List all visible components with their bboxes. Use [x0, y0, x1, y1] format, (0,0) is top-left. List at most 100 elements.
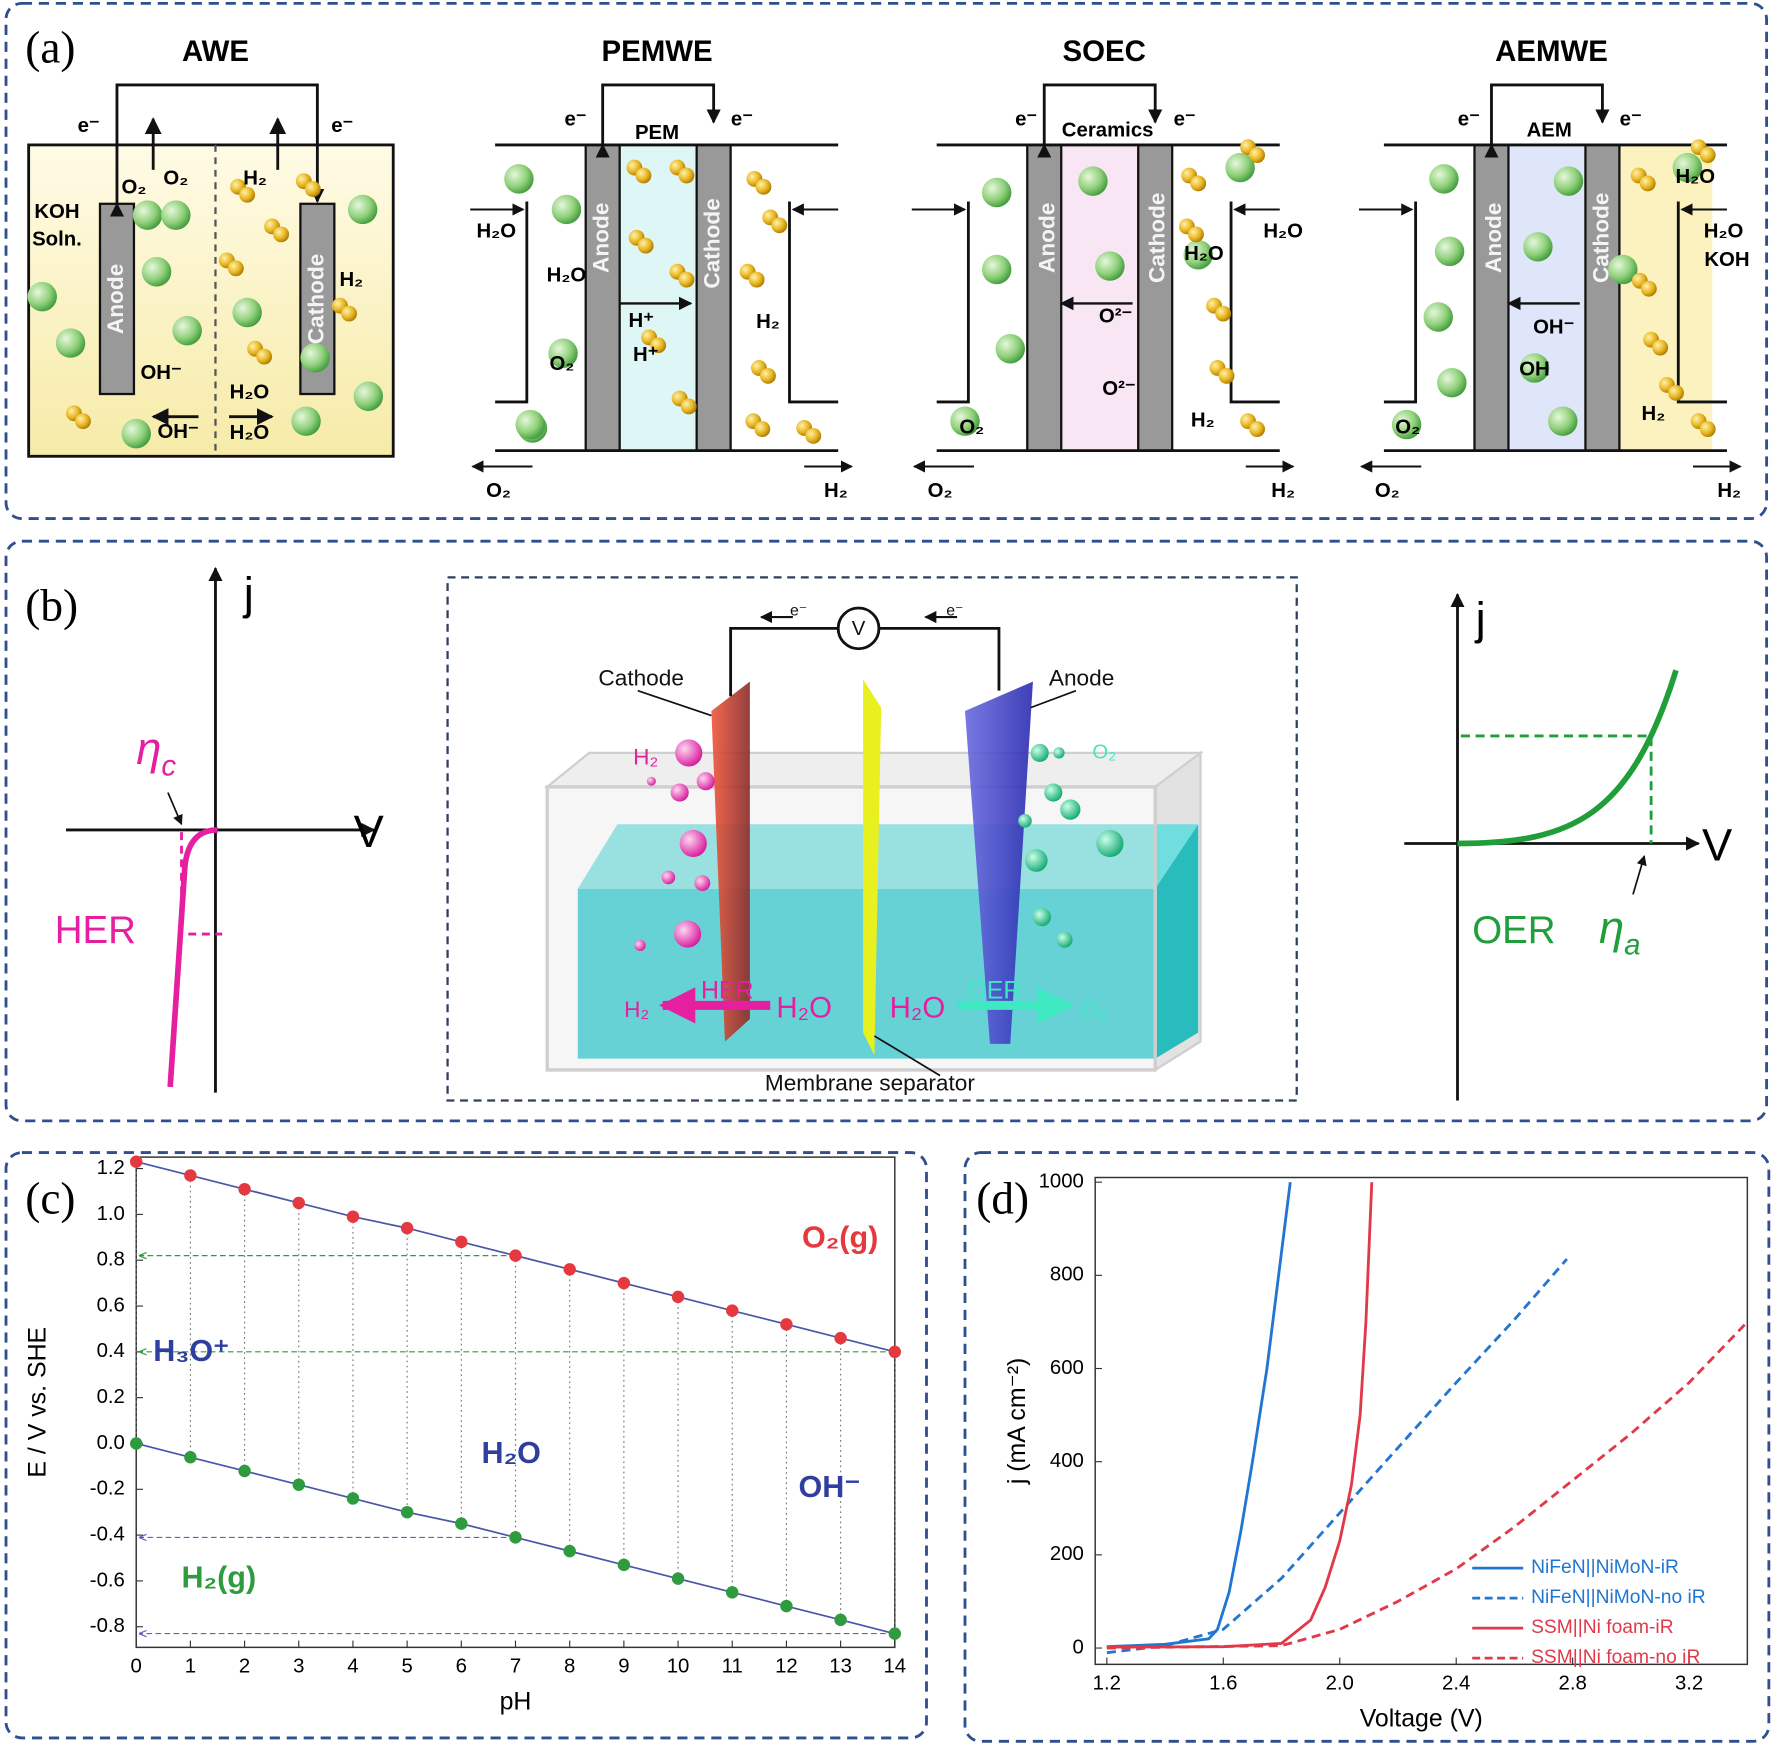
- annotation: H₂(g): [182, 1560, 257, 1594]
- cell-text: KOH: [1704, 249, 1749, 271]
- chart: 0 200 400 600 800 1000 1.2 1.6 2.0 2.4 2.8 3.2 Volta…: [976, 1171, 1749, 1733]
- bubbles: [634, 739, 1124, 952]
- charts: -0.8-0.6-0.4-0.20.00.20.40.60.81.01.20 1 2…: [24, 1155, 1749, 1733]
- bubble: [1096, 829, 1124, 858]
- cell-text: H₂O: [547, 265, 587, 287]
- marker: [563, 1544, 576, 1558]
- cell-text: H⁺: [633, 344, 658, 366]
- panel-label: (c): [25, 1174, 75, 1224]
- cell-text: Cathode: [1145, 193, 1170, 283]
- cell-text: e⁻: [1620, 108, 1642, 130]
- bubble: [678, 167, 695, 184]
- cell-text: e⁻: [1458, 108, 1480, 130]
- cell-text: H₂: [624, 997, 649, 1022]
- x-axis-label: pH: [500, 1688, 532, 1716]
- bubble: [694, 875, 711, 892]
- cell-text: Ceramics: [1062, 120, 1154, 142]
- series-line: [1106, 1320, 1749, 1650]
- bubble: [634, 939, 646, 952]
- marker: [184, 1450, 197, 1464]
- bubble: [1215, 305, 1232, 322]
- cell-text: e⁻: [1015, 108, 1037, 130]
- cell-text: O₂: [486, 480, 511, 502]
- panel-frame: [963, 1151, 1771, 1743]
- x-tick-label: 1.6: [1209, 1672, 1237, 1694]
- cell-text: H₂: [1271, 480, 1295, 502]
- axis-label: j: [242, 568, 254, 619]
- y-tick-label: 0.8: [97, 1249, 125, 1271]
- x-tick-label: 14: [883, 1655, 906, 1677]
- cell-text: H₂: [633, 745, 658, 770]
- bubble: [661, 870, 676, 885]
- her-label: HER: [55, 909, 136, 952]
- y-tick-label: 1000: [1039, 1171, 1084, 1193]
- bubble: [132, 200, 163, 230]
- cell-text: e⁻: [731, 108, 753, 130]
- cell-title: PEMWE: [601, 35, 712, 68]
- bubble: [674, 920, 702, 948]
- bubble: [1225, 152, 1255, 183]
- wire: [595, 83, 721, 158]
- marker: [346, 1210, 360, 1223]
- oer-curve: [1457, 669, 1679, 847]
- eta-sub: c: [161, 750, 176, 783]
- electrolyzer: Cathode Anode H₂ O₂ HER H₂ H₂O H₂O OER O₂ Membrane…: [544, 603, 1204, 1096]
- inner-frame: [446, 576, 1298, 1102]
- x-tick-label: 6: [456, 1655, 467, 1677]
- x-tick-label: 8: [564, 1655, 575, 1677]
- marker: [888, 1345, 902, 1359]
- panel-frame: [4, 539, 1769, 1123]
- bubble: [504, 164, 534, 194]
- y-tick-label: -0.8: [90, 1615, 125, 1637]
- cell-text: H₂O: [230, 381, 270, 403]
- marker: [780, 1318, 793, 1331]
- bubble: [1032, 908, 1052, 927]
- cell-text: e⁻: [946, 603, 963, 620]
- legend-label: SSM||Ni foam-iR: [1531, 1617, 1674, 1638]
- bubble: [748, 271, 765, 288]
- eta: ηc: [136, 723, 176, 782]
- cell-text: H₂O: [776, 992, 832, 1025]
- bubble: [981, 177, 1012, 208]
- arrow: [167, 792, 183, 826]
- wall: [495, 201, 529, 404]
- bubble: [304, 181, 321, 198]
- y-tick-label: 1.2: [97, 1157, 125, 1179]
- cell-text: Cathode: [598, 665, 684, 690]
- bubble: [1018, 814, 1032, 828]
- bubble: [1188, 226, 1204, 243]
- series-line: [1106, 1181, 1292, 1649]
- y-tick-label: -0.6: [90, 1569, 125, 1591]
- bubble: [771, 217, 788, 234]
- bubble: [1699, 147, 1716, 164]
- bubble: [675, 739, 703, 767]
- annotation: H₃O⁺: [153, 1334, 229, 1368]
- bubble: [635, 167, 652, 184]
- electrode: [695, 143, 732, 452]
- marker: [292, 1478, 305, 1491]
- leader: [1030, 689, 1077, 709]
- cell-text: O²⁻: [1099, 305, 1132, 327]
- cell-text: OER: [967, 976, 1021, 1004]
- bubble: [1060, 799, 1081, 820]
- x-tick-label: 2.4: [1442, 1672, 1470, 1694]
- marker: [563, 1263, 576, 1276]
- bubble: [760, 367, 776, 384]
- bubble: [1519, 353, 1550, 383]
- bubble: [1024, 849, 1048, 872]
- marker: [400, 1221, 414, 1235]
- cell-text: Anode: [1049, 665, 1114, 690]
- x-tick-label: 2.0: [1326, 1672, 1354, 1694]
- panel-label: (d): [976, 1174, 1029, 1224]
- bubble: [805, 427, 822, 444]
- bubble: [678, 271, 695, 288]
- cell-text: H₂O: [476, 220, 516, 242]
- bubble: [27, 281, 57, 312]
- marker: [834, 1331, 847, 1345]
- bubble: [75, 413, 91, 430]
- guide: [1460, 734, 1653, 844]
- electrode: [584, 143, 621, 452]
- x-axis-label: Voltage (V): [1360, 1705, 1483, 1733]
- annotation: OH⁻: [799, 1470, 861, 1504]
